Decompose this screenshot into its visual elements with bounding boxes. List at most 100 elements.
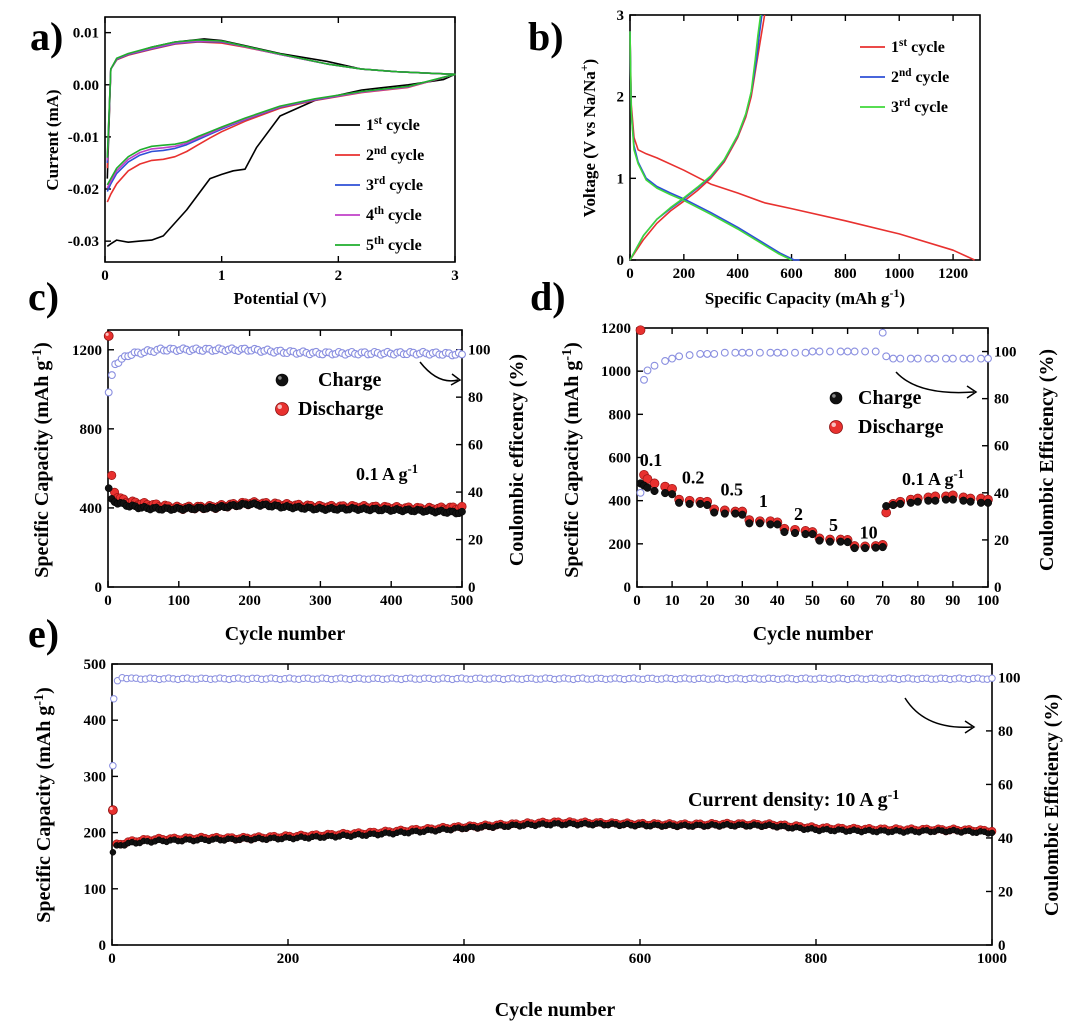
- panel-c-frame: [107, 329, 463, 588]
- panel-d-efficiency-point: [924, 354, 933, 363]
- panel-d-efficiency-point: [815, 347, 824, 356]
- panel-c-discharge-point: [107, 470, 117, 480]
- panel-e-discharge-first-hl: [109, 806, 113, 811]
- panel-e-efficiency-second: [110, 695, 118, 703]
- panel-b-ytick-label: 2: [617, 90, 625, 106]
- panel-c-xtick-label: 100: [168, 593, 191, 609]
- panel-a-ytick-label: 0.00: [73, 78, 99, 94]
- panel-e-y2tick-label: 100: [998, 670, 1021, 686]
- panel-d-charge-point: [643, 483, 652, 492]
- panel-c-y2tick-label: 80: [468, 390, 483, 406]
- panel-c-legend-discharge: Discharge: [298, 398, 384, 420]
- panel-d-efficiency-point: [791, 348, 799, 357]
- panel-d-charge-point: [755, 519, 764, 528]
- panel-d-xtick-label: 20: [700, 593, 715, 609]
- panel-e-ytick-label: 300: [84, 769, 107, 785]
- panel-b-ytick-label: 1: [617, 171, 625, 187]
- panel-d-legend-charge-marker-hl: [832, 394, 836, 398]
- panel-e-ytick-label: 100: [84, 882, 107, 898]
- panel-d-rate-label: 0.5: [721, 479, 744, 499]
- panel-b-xtick-label: 0: [626, 266, 634, 282]
- panel-a-ytick-label: 0.01: [73, 26, 99, 42]
- panel-d-efficiency-point: [710, 349, 719, 358]
- panel-d-charge-point: [878, 543, 887, 552]
- panel-d-charge-point: [931, 496, 940, 505]
- panel-d-efficiency-point: [675, 352, 684, 361]
- panel-d-charge-point: [861, 544, 870, 553]
- panel-a-ylabel: Current (mA): [43, 89, 62, 190]
- panel-d-efficiency-point: [826, 347, 834, 356]
- panel-a-legend-label: 2nd cycle: [366, 145, 424, 164]
- panel-c-legend-discharge-marker: [275, 402, 289, 416]
- panel-d-rate-label: 5: [829, 515, 838, 535]
- panel-c-charge-point: [104, 484, 113, 493]
- panel-d-efficiency-point: [977, 354, 985, 363]
- panel-d-efficiency-point: [896, 354, 905, 363]
- panel-b-legend-label: 2nd cycle: [891, 67, 949, 86]
- panel-a-xtick-label: 0: [101, 268, 109, 284]
- panel-c-xtick-label: 500: [451, 593, 474, 609]
- panel-e-ytick-label: 200: [84, 826, 107, 842]
- panel-b-series-5: [629, 31, 792, 261]
- panel-e-label: e): [28, 611, 59, 656]
- panel-c-y2tick-label: 60: [468, 438, 483, 454]
- panel-a-frame: [104, 16, 456, 263]
- panel-d-charge-point: [650, 486, 659, 496]
- panel-a-legend-label: 3rd cycle: [366, 175, 423, 194]
- panel-d-legend-discharge-marker: [829, 420, 843, 434]
- panel-d-charge-point: [720, 509, 729, 518]
- panel-b-xtick-label: 400: [726, 266, 749, 282]
- panel-b-label: b): [528, 14, 564, 59]
- panel-d-arrow: [895, 371, 975, 394]
- panel-d-efficiency-point: [948, 354, 957, 363]
- panel-a-xtick-label: 1: [218, 268, 226, 284]
- panel-d-charge-point: [959, 496, 968, 505]
- panel-d-y2tick-label: 40: [994, 486, 1009, 502]
- panel-d-charge-point: [731, 509, 740, 518]
- panel-e-xlabel: Cycle number: [495, 999, 616, 1021]
- panel-e-xtick-label: 800: [805, 951, 828, 967]
- panel-d-arrow-head: [966, 385, 978, 399]
- panel-b-xlabel: Specific Capacity (mAh g-1): [705, 286, 905, 308]
- panel-c-discharge-first: [103, 331, 114, 341]
- panel-d-efficiency-point: [696, 349, 705, 358]
- panel-d-rate-label: 0.1: [640, 450, 663, 470]
- panel-d-efficiency-point: [643, 366, 652, 375]
- panel-a-label: a): [30, 14, 63, 59]
- panel-d-charge-point: [801, 530, 810, 539]
- panel-d-rate-label: 1: [759, 491, 768, 511]
- panel-c-y2label: Coulombic efficency (%): [506, 354, 528, 566]
- panel-d-charge-point: [913, 497, 922, 506]
- panel-e-xtick-label: 1000: [977, 951, 1007, 967]
- panel-e-y2tick-label: 80: [998, 724, 1013, 740]
- panel-e-arrow: [904, 697, 973, 728]
- panel-d-efficiency-point: [720, 348, 729, 357]
- panel-e-xtick-label: 200: [277, 951, 300, 967]
- panel-d-efficiency-point: [745, 348, 754, 357]
- panel-d-xtick-label: 80: [910, 593, 925, 609]
- panel-d-y2tick-label: 0: [994, 580, 1002, 596]
- panel-d-xtick-label: 100: [977, 593, 1000, 609]
- panel-d-efficiency-point: [850, 347, 859, 356]
- panel-b-frame: [629, 14, 981, 261]
- panel-d-efficiency-point: [661, 357, 670, 365]
- panel-d-efficiency-point: [808, 347, 817, 356]
- panel-c-efficiency-point: [104, 388, 113, 397]
- panel-a-legend-label: 1st cycle: [366, 115, 420, 134]
- panel-d-efficiency-point: [755, 348, 764, 357]
- panel-d-ytick-label: 400: [609, 494, 632, 510]
- panel-e-efficiency-first: [109, 761, 117, 770]
- panel-d-xtick-label: 0: [633, 593, 641, 609]
- panel-d-charge-point: [668, 490, 677, 499]
- panel-e-ylabel: Specific Capacity (mAh g-1): [32, 687, 56, 923]
- panel-d-efficiency-point: [941, 354, 950, 363]
- panel-e-charge-point: [109, 849, 117, 856]
- panel-c-efficiency-point: [458, 350, 466, 359]
- panel-b-series-1: [629, 31, 975, 261]
- panel-d-charge-point: [843, 538, 852, 547]
- panel-d-efficiency-point: [636, 488, 645, 497]
- panel-d-charge-point: [941, 495, 950, 504]
- panel-d-ytick-label: 600: [609, 451, 632, 467]
- panel-b-xtick-label: 1200: [938, 266, 968, 282]
- panel-d-efficiency-point: [871, 347, 880, 356]
